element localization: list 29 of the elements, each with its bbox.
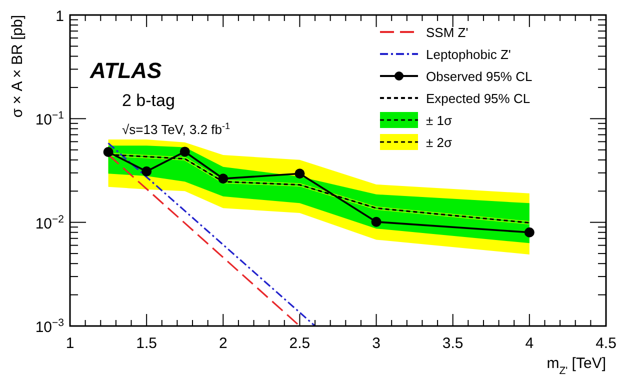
point [142,166,152,176]
x-tick-label: 4.5 [596,335,616,352]
x-axis-title: m$_{Z'}$ [TeV] [546,355,606,377]
legend-label: ± 1σ [426,113,452,128]
point [294,168,305,179]
legend-label: Leptophobic Z' [426,47,511,62]
point [524,227,534,238]
annotation: 2 b-tag [122,91,175,110]
x-tick-label: 4 [525,335,534,352]
annotation: ATLAS [89,58,162,83]
x-tick-label: 1.5 [136,335,157,352]
point [371,216,382,227]
point [103,146,114,157]
x-tick-label: 3 [372,335,380,352]
y-tick-label: 1 [56,8,64,25]
x-tick-label: 3.5 [442,335,464,352]
y-tick-label: 10$^{−1}$ [35,110,64,129]
point [218,174,228,184]
annotation: √s=13 TeV, 3.2 fb$^{-1}$ [122,121,230,137]
point [180,146,190,157]
legend-label: Observed 95% CL [426,69,532,84]
x-tick-label: 2.5 [289,335,310,352]
y-tick-label: 10$^{−3}$ [35,317,64,336]
legend-label: Expected 95% CL [426,91,530,106]
y-tick-label: 10$^{−2}$ [35,213,64,232]
x-tick-label: 2 [218,335,228,352]
legend-label: SSM Z' [426,25,468,40]
y-axis-title: σ × A × BR [pb] [9,15,26,118]
legend-label: ± 2σ [426,135,452,150]
